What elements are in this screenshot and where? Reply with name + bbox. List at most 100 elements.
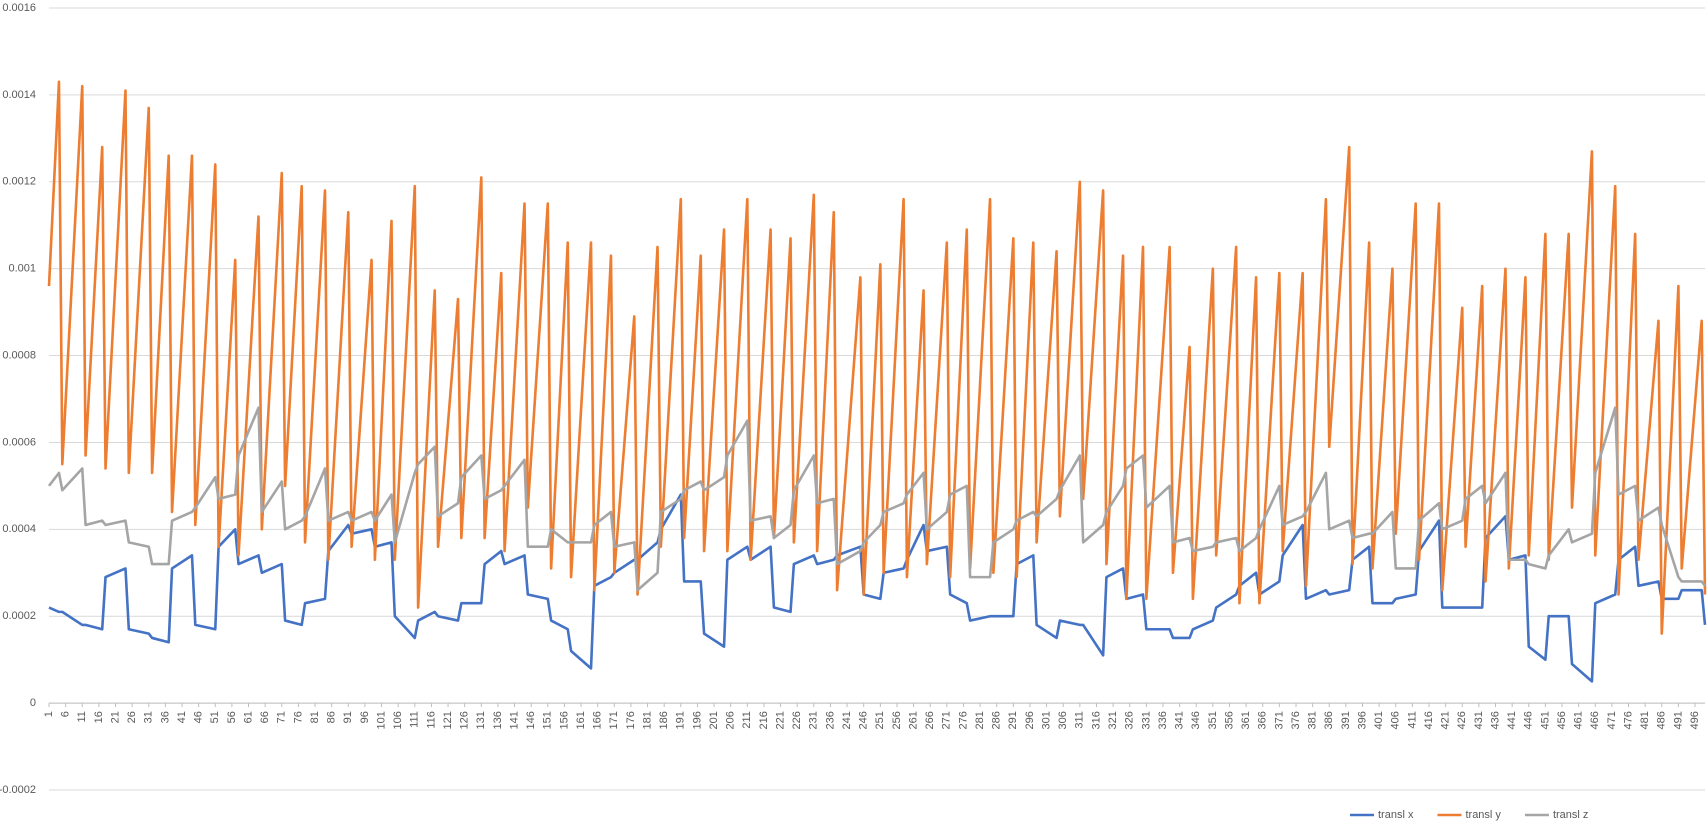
x-tick-label: 336 (1157, 711, 1169, 729)
x-tick-label: 211 (741, 711, 753, 729)
x-tick-label: 16 (93, 711, 105, 723)
x-tick-label: 166 (592, 711, 604, 729)
x-tick-label: 486 (1656, 711, 1668, 729)
legend-label: transl y (1465, 809, 1501, 821)
x-tick-label: 46 (193, 711, 205, 723)
x-tick-label: 291 (1007, 711, 1019, 729)
x-tick-label: 356 (1223, 711, 1235, 729)
x-tick-label: 481 (1639, 711, 1651, 729)
x-tick-label: 221 (774, 711, 786, 729)
x-tick-label: 151 (542, 711, 554, 729)
legend-label: transl x (1378, 809, 1414, 821)
x-tick-label: 411 (1406, 711, 1418, 729)
y-tick-label: 0.0008 (2, 349, 36, 361)
series-line (48, 493, 1707, 683)
x-tick-label: 36 (159, 711, 171, 723)
x-tick-label: 371 (1273, 711, 1285, 729)
x-tick-label: 76 (292, 711, 304, 723)
x-tick-label: 476 (1622, 711, 1634, 729)
x-tick-label: 106 (392, 711, 404, 729)
x-tick-label: 101 (375, 711, 387, 729)
x-tick-label: 416 (1423, 711, 1435, 729)
x-tick-label: 111 (409, 711, 421, 728)
x-tick-label: 251 (874, 711, 886, 729)
y-tick-label: 0.0016 (2, 2, 36, 14)
x-tick-label: 266 (924, 711, 936, 729)
series-line (47, 80, 1707, 635)
x-tick-label: 116 (425, 711, 437, 729)
x-tick-label: 226 (791, 711, 803, 729)
x-tick-label: 261 (907, 711, 919, 729)
x-tick-label: 381 (1307, 711, 1319, 729)
x-tick-label: 21 (109, 711, 121, 723)
x-tick-label: 176 (625, 711, 637, 729)
x-tick-label: 271 (941, 711, 953, 729)
x-tick-label: 281 (974, 711, 986, 729)
x-tick-label: 286 (991, 711, 1003, 729)
x-tick-label: 26 (126, 711, 138, 723)
x-tick-label: 461 (1573, 711, 1585, 729)
x-tick-label: 441 (1506, 711, 1518, 729)
x-tick-label: 301 (1040, 711, 1052, 729)
x-tick-label: 406 (1390, 711, 1402, 729)
x-tick-label: 126 (459, 711, 471, 729)
x-tick-label: 361 (1240, 711, 1252, 729)
x-tick-label: 306 (1057, 711, 1069, 729)
x-tick-label: 426 (1456, 711, 1468, 729)
x-tick-label: 436 (1489, 711, 1501, 729)
x-tick-label: 51 (209, 711, 221, 723)
x-tick-label: 331 (1140, 711, 1152, 729)
x-tick-label: 431 (1473, 711, 1485, 729)
x-tick-label: 216 (758, 711, 770, 729)
x-tick-label: 61 (242, 711, 254, 723)
x-tick-label: 141 (508, 711, 520, 729)
x-tick-label: 296 (1024, 711, 1036, 729)
y-tick-label: 0.0004 (2, 523, 36, 535)
x-tick-label: 246 (858, 711, 870, 729)
x-tick-label: 41 (176, 711, 188, 723)
x-tick-label: 136 (492, 711, 504, 729)
x-tick-label: 401 (1373, 711, 1385, 729)
x-tick-label: 316 (1090, 711, 1102, 729)
y-tick-label: 0.0002 (2, 610, 36, 622)
x-tick-label: 96 (359, 711, 371, 723)
y-tick-label: 0.001 (8, 263, 36, 275)
x-tick-label: 71 (276, 711, 288, 723)
x-tick-label: 241 (841, 711, 853, 729)
y-tick-label: 0.0012 (2, 176, 36, 188)
x-tick-label: 181 (641, 711, 653, 729)
series-line (47, 406, 1707, 592)
x-tick-label: 171 (608, 711, 620, 729)
x-tick-label: 66 (259, 711, 271, 723)
x-tick-label: 91 (342, 711, 354, 723)
y-tick-label: 0 (30, 697, 36, 709)
x-tick-label: 471 (1606, 711, 1618, 729)
x-tick-label: 446 (1523, 711, 1535, 729)
x-tick-label: 31 (143, 711, 155, 723)
x-tick-label: 186 (658, 711, 670, 729)
x-tick-label: 1 (43, 711, 55, 717)
x-tick-label: 191 (675, 711, 687, 729)
x-tick-label: 466 (1589, 711, 1601, 729)
x-tick-label: 206 (725, 711, 737, 729)
x-tick-label: 396 (1356, 711, 1368, 729)
x-tick-label: 161 (575, 711, 587, 729)
x-tick-label: 496 (1689, 711, 1701, 729)
x-tick-label: 311 (1074, 711, 1086, 729)
x-tick-label: 11 (76, 711, 88, 722)
x-tick-label: 156 (558, 711, 570, 729)
x-tick-label: 346 (1190, 711, 1202, 729)
x-tick-label: 276 (957, 711, 969, 729)
x-tick-label: 326 (1124, 711, 1136, 729)
x-tick-label: 256 (891, 711, 903, 729)
y-tick-label: 0.0014 (2, 89, 36, 101)
x-tick-label: 201 (708, 711, 720, 729)
x-tick-label: 86 (326, 711, 338, 723)
x-tick-label: 391 (1340, 711, 1352, 729)
x-tick-label: 351 (1207, 711, 1219, 729)
x-tick-label: 376 (1290, 711, 1302, 729)
x-tick-label: 451 (1539, 711, 1551, 729)
x-tick-label: 231 (808, 711, 820, 729)
